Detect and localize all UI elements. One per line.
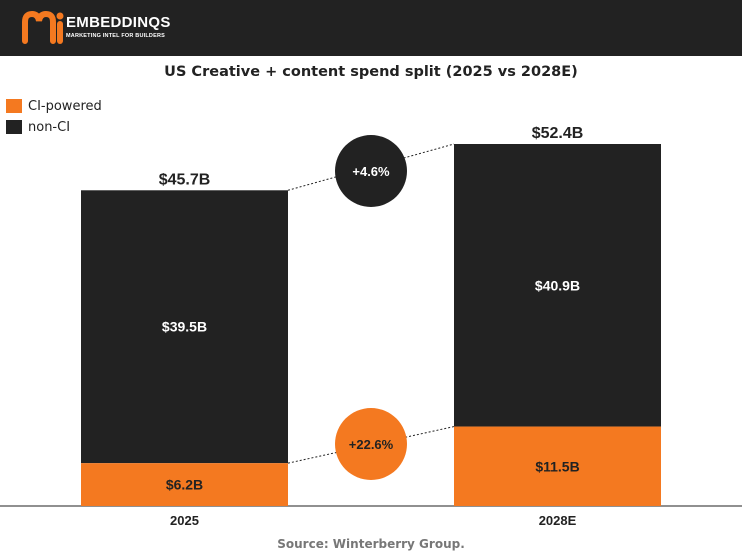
total-label-2025: $45.7B — [159, 171, 211, 188]
bar-nonci-2025 — [81, 190, 288, 464]
legend-swatch-nonci — [6, 120, 22, 134]
legend-item-nonci: non-CI — [6, 119, 70, 135]
bar-nonci-2028E — [454, 144, 661, 427]
growth-badge-nonci — [335, 135, 407, 207]
total-label-2028E: $52.4B — [532, 125, 584, 142]
growth-badge-ci-label: +22.6% — [349, 437, 394, 452]
chart-title: US Creative + content spend split (2025 … — [164, 64, 578, 80]
data-label-ci-2025: $6.2B — [166, 477, 203, 493]
legend-swatch-ci — [6, 99, 22, 113]
growth-badge-ci — [335, 408, 407, 480]
growth-badge-nonci-label: +4.6% — [352, 164, 390, 179]
data-label-ci-2028E: $11.5B — [535, 458, 579, 474]
x-tick-label-2025: 2025 — [170, 513, 199, 528]
brand-header: EMBEDDINQS MARKETING INTEL FOR BUILDERS — [0, 0, 742, 56]
growth-connector-nonci — [287, 143, 455, 191]
data-label-nonci-2028E: $40.9B — [535, 277, 580, 293]
bar-ci-2028E — [454, 426, 661, 506]
legend-item-ci: CI-powered — [6, 98, 102, 114]
brand-name: EMBEDDINQS — [66, 14, 171, 31]
bar-ci-2025 — [81, 463, 288, 506]
brand-tagline: MARKETING INTEL FOR BUILDERS — [66, 33, 165, 39]
chart-source: Source: Winterberry Group. — [277, 537, 465, 551]
x-tick-label-2028E: 2028E — [539, 513, 577, 528]
brand-logo-icon — [22, 10, 64, 44]
legend-label-ci: CI-powered — [28, 98, 102, 114]
data-label-nonci-2025: $39.5B — [162, 319, 207, 335]
legend-label-nonci: non-CI — [28, 119, 71, 135]
